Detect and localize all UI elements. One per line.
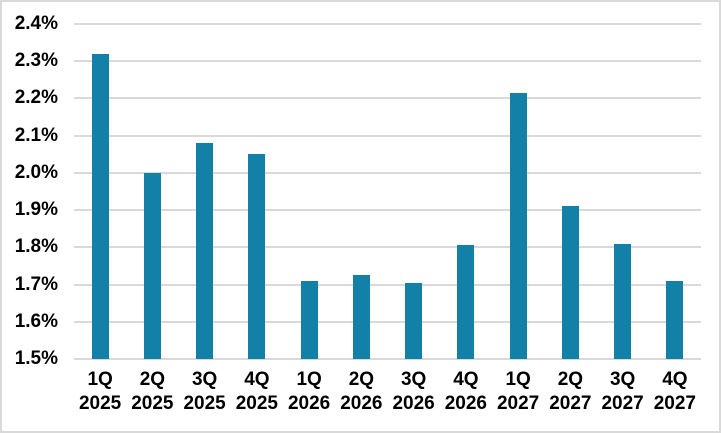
gridline (74, 246, 701, 249)
y-tick-label: 2.3% (14, 50, 58, 72)
x-tick-year: 2025 (131, 393, 174, 414)
x-tick-label: 4Q 2027 (645, 368, 705, 416)
x-tick-label: 4Q 2026 (436, 368, 496, 416)
x-tick-label: 1Q 2025 (70, 368, 130, 416)
x-tick-year: 2026 (392, 393, 435, 414)
x-tick-year: 2026 (287, 393, 331, 414)
x-tick-quarter: 1Q (296, 369, 322, 390)
gridline (74, 320, 701, 323)
x-tick-year: 2027 (601, 393, 644, 414)
x-tick-year: 2027 (549, 393, 592, 414)
x-tick-label: 4Q 2025 (227, 368, 287, 416)
bar-2q-2025 (143, 172, 161, 359)
gridline (74, 134, 701, 137)
x-tick-label: 3Q 2025 (175, 368, 235, 416)
x-tick-label: 3Q 2026 (384, 368, 444, 416)
x-tick-quarter: 3Q (191, 369, 218, 390)
gridline (74, 209, 701, 212)
y-tick-label: 1.7% (14, 273, 58, 295)
bar-1q-2025 (91, 53, 109, 359)
x-tick-label: 1Q 2026 (279, 368, 339, 416)
bar-1q-2026 (300, 280, 318, 359)
bar-4q-2025 (248, 154, 266, 359)
x-tick-quarter: 2Q (557, 369, 584, 390)
x-tick-quarter: 1Q (505, 369, 531, 390)
gridline (74, 60, 701, 63)
y-tick-label: 2.0% (14, 161, 58, 183)
x-tick-year: 2025 (78, 393, 122, 414)
gridline (74, 23, 701, 25)
x-tick-label: 2Q 2027 (540, 368, 600, 416)
x-tick-year: 2026 (444, 393, 488, 414)
x-tick-quarter: 2Q (348, 369, 375, 390)
gridline (74, 358, 701, 360)
y-tick-label: 1.8% (14, 236, 58, 258)
x-tick-quarter: 3Q (609, 369, 636, 390)
gridline (74, 283, 701, 286)
y-tick-label: 1.6% (14, 310, 58, 332)
x-tick-label: 1Q 2027 (488, 368, 548, 416)
x-tick-quarter: 1Q (87, 369, 113, 390)
bar-2q-2027 (561, 206, 579, 359)
y-tick-label: 1.5% (14, 348, 58, 369)
bar-3q-2026 (405, 282, 423, 359)
x-tick-quarter: 4Q (453, 369, 479, 390)
y-tick-label: 2.4% (14, 13, 58, 34)
y-tick-label: 2.2% (14, 87, 58, 109)
bar-4q-2026 (457, 245, 475, 359)
x-tick-label: 3Q 2027 (593, 368, 653, 416)
y-tick-label: 1.9% (14, 199, 58, 221)
bar-2q-2026 (352, 275, 370, 359)
bar-3q-2025 (196, 143, 214, 359)
x-tick-year: 2025 (235, 393, 279, 414)
bar-4q-2027 (666, 280, 684, 359)
x-tick-year: 2025 (183, 393, 226, 414)
gridline (74, 171, 701, 174)
x-tick-quarter: 4Q (244, 369, 270, 390)
gridline (74, 97, 701, 100)
x-tick-quarter: 4Q (662, 369, 688, 390)
x-tick-year: 2027 (653, 393, 697, 414)
x-tick-quarter: 3Q (400, 369, 427, 390)
x-tick-label: 2Q 2025 (122, 368, 182, 416)
bar-1q-2027 (509, 92, 527, 359)
bar-3q-2027 (614, 243, 632, 359)
x-tick-year: 2027 (496, 393, 540, 414)
y-tick-label: 2.1% (14, 124, 58, 146)
x-tick-quarter: 2Q (139, 369, 166, 390)
x-tick-label: 2Q 2026 (331, 368, 391, 416)
x-tick-year: 2026 (340, 393, 383, 414)
